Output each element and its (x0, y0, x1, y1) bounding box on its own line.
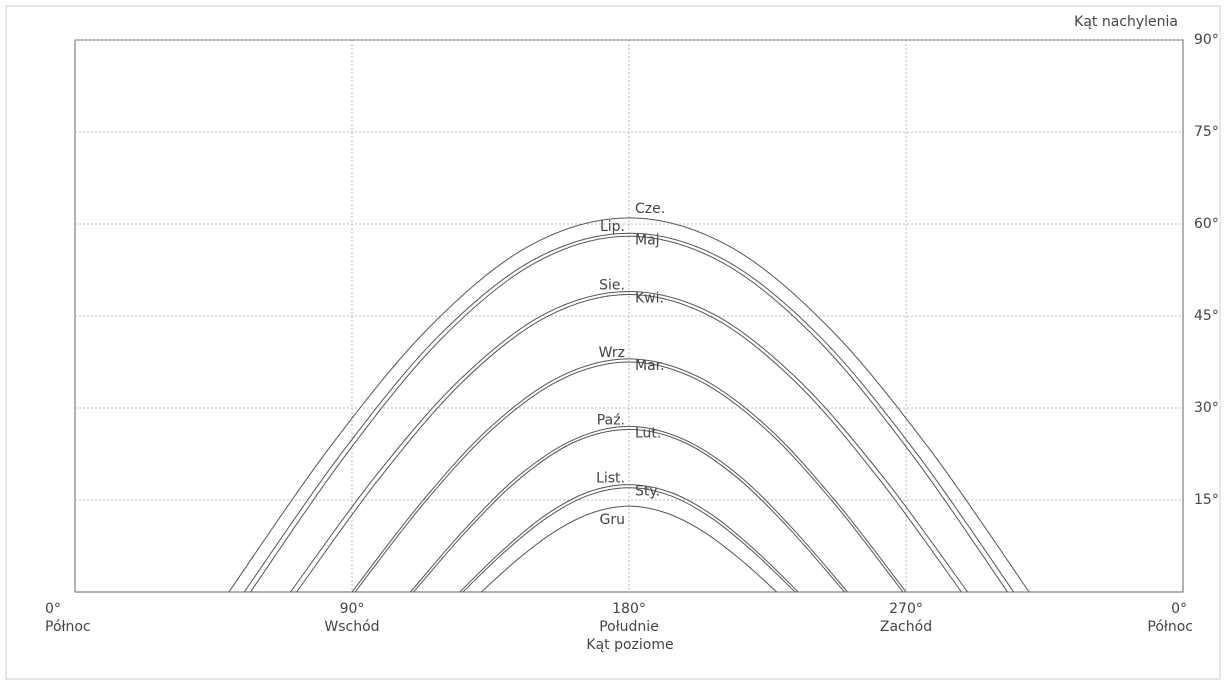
sun-path-line (410, 425, 848, 593)
series-label: Sie. (599, 277, 625, 293)
series-label: Sty. (635, 484, 660, 500)
series-label: Lip. (600, 219, 625, 235)
series-label: Wrz (599, 345, 625, 361)
x-tick-label: 0° (45, 601, 61, 617)
sun-path-line (243, 232, 1015, 593)
y-tick-label: 75° (1194, 124, 1219, 140)
x-axis-label: Kąt poziome (586, 637, 673, 653)
x-tick-label: 270° (889, 601, 923, 617)
sun-path-line (354, 361, 904, 593)
sun-path-line (462, 487, 796, 593)
series-label: Lut. (635, 425, 661, 441)
y-tick-label: 15° (1194, 492, 1219, 508)
series-label: Paź. (597, 412, 625, 428)
sun-path-line (228, 217, 1030, 593)
y-axis-label: Kąt nachylenia (1074, 14, 1178, 30)
sun-path-line (459, 484, 799, 593)
x-tick-sublabel: Północ (45, 619, 91, 635)
x-tick-sublabel: Południe (599, 619, 659, 635)
series-label: Mar. (635, 358, 665, 374)
y-tick-label: 60° (1194, 216, 1219, 232)
x-tick-label: 0° (1171, 601, 1187, 617)
y-tick-label: 30° (1194, 400, 1219, 416)
series-label: Cze. (635, 201, 665, 217)
x-tick-label: 90° (340, 601, 365, 617)
sun-path-line (290, 290, 968, 593)
sun-path-line (413, 428, 845, 593)
series-label: Kwi. (635, 291, 664, 307)
page-border (5, 5, 1221, 680)
y-tick-label: 45° (1194, 308, 1219, 324)
series-label: List. (596, 471, 625, 487)
sun-path-line (351, 358, 907, 593)
series-label: Maj (635, 232, 660, 248)
x-tick-sublabel: Północ (1147, 619, 1193, 635)
sun-path-line (296, 294, 962, 593)
x-tick-sublabel: Zachód (880, 619, 932, 635)
x-tick-sublabel: Wschód (324, 619, 379, 635)
x-tick-label: 180° (612, 601, 646, 617)
y-tick-label: 90° (1194, 32, 1219, 48)
sun-path-line (250, 235, 1008, 593)
sun-path-line (480, 505, 778, 593)
series-label: Gru (600, 512, 625, 528)
